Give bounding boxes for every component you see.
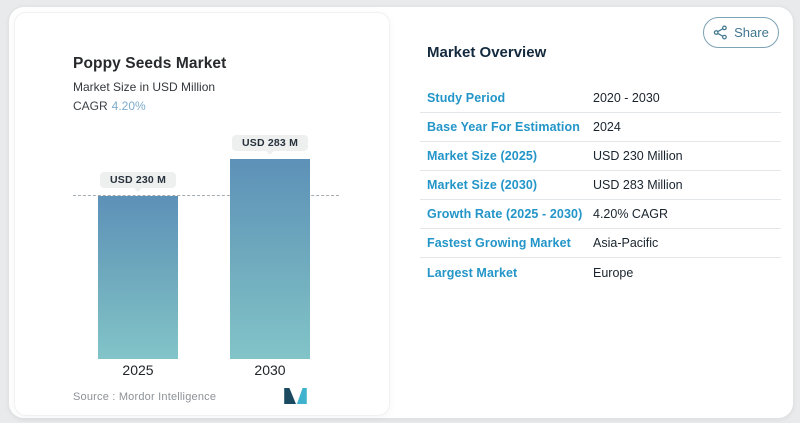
table-row: Study Period 2020 - 2030	[420, 84, 781, 113]
mordor-intelligence-logo-icon	[284, 388, 307, 404]
row-value: 4.20% CAGR	[593, 207, 669, 221]
chart-panel: Poppy Seeds Market Market Size in USD Mi…	[14, 12, 390, 416]
row-label: Market Size (2025)	[427, 149, 538, 163]
share-icon	[713, 25, 728, 40]
row-value: USD 230 Million	[593, 149, 683, 163]
bar-2025	[98, 196, 178, 359]
row-label: Largest Market	[427, 265, 518, 280]
overview-table: Study Period 2020 - 2030 Base Year For E…	[420, 84, 781, 287]
x-axis-label-2030: 2030	[254, 362, 286, 378]
table-row: Fastest Growing Market Asia-Pacific	[420, 229, 781, 258]
share-label: Share	[734, 25, 769, 40]
chart-header: Poppy Seeds Market Market Size in USD Mi…	[73, 55, 226, 113]
row-value: Europe	[593, 265, 634, 280]
cagr-label: CAGR	[73, 99, 108, 113]
table-row: Base Year For Estimation 2024	[420, 113, 781, 142]
row-label: Study Period	[427, 91, 506, 105]
overview-title: Market Overview	[427, 44, 547, 61]
table-row: Market Size (2025) USD 230 Million	[420, 142, 781, 171]
row-label: Fastest Growing Market	[427, 236, 571, 250]
row-value: Asia-Pacific	[593, 236, 659, 250]
table-row: Growth Rate (2025 - 2030) 4.20% CAGR	[420, 200, 781, 229]
chart-title: Poppy Seeds Market	[73, 55, 227, 72]
share-button[interactable]: Share	[703, 17, 779, 48]
row-value: 2024	[593, 120, 621, 134]
row-value: USD 283 Million	[593, 178, 683, 192]
source-text: Source : Mordor Intelligence	[73, 391, 217, 403]
cagr-value: 4.20%	[111, 99, 146, 113]
row-label: Base Year For Estimation	[427, 120, 580, 134]
row-label: Market Size (2030)	[427, 178, 538, 192]
bar-2030	[230, 159, 310, 359]
x-axis-label-2025: 2025	[122, 362, 154, 378]
row-value: 2020 - 2030	[593, 91, 660, 105]
chart-subtitle: Market Size in USD Million	[73, 80, 216, 94]
reference-dashed-line	[73, 195, 339, 196]
row-label: Growth Rate (2025 - 2030)	[427, 207, 583, 221]
cagr-line: CAGR 4.20%	[73, 99, 226, 113]
table-row: Market Size (2030) USD 283 Million	[420, 171, 781, 200]
bar-value-label-2025: USD 230 M	[99, 172, 177, 188]
bar-value-label-2030: USD 283 M	[231, 135, 309, 151]
table-row: Largest Market Europe	[420, 258, 781, 287]
